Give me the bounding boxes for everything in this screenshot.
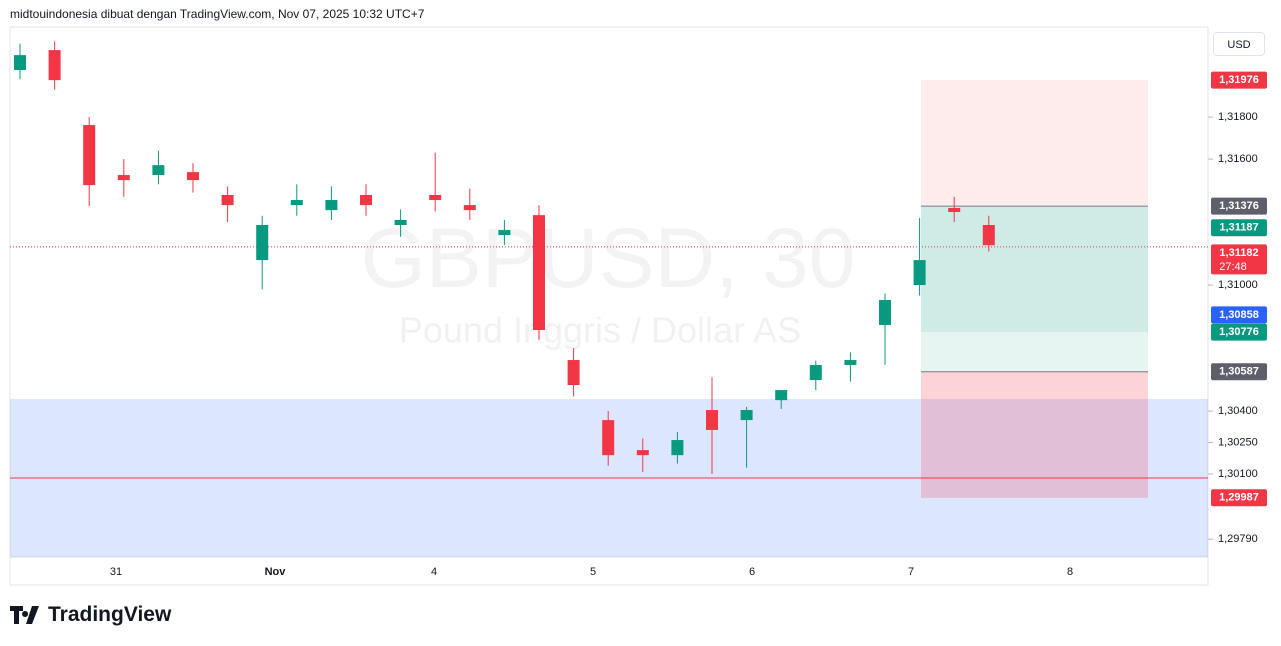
x-tick-label: 4 [431, 566, 437, 578]
plot-frame [9, 26, 1209, 586]
price-tag [1211, 306, 1267, 324]
candle-body [844, 360, 857, 366]
candle-body [879, 299, 891, 325]
y-tick-label: 1,30100 [1218, 468, 1258, 480]
countdown: 27:48 [1219, 261, 1247, 273]
currency-button[interactable]: USD [1213, 32, 1265, 56]
candle-body [429, 194, 442, 201]
candle-body [187, 172, 199, 181]
candle-body [463, 205, 476, 211]
position-zone [921, 206, 1148, 333]
logo-icon [10, 606, 39, 624]
candle-body [221, 194, 234, 206]
candle-body [636, 450, 649, 456]
candle-body [83, 125, 96, 186]
x-tick-label: 6 [749, 566, 755, 578]
y-tick-label: 1,30250 [1218, 436, 1258, 448]
header: midtouindonesia dibuat dengan TradingVie… [10, 7, 425, 21]
x-tick-label: Nov [265, 566, 287, 578]
price-tag-label: 1,31187 [1219, 222, 1258, 234]
x-tick-label: 31 [110, 566, 122, 578]
price-tag-label: 1,31182 [1219, 247, 1258, 259]
candle-body [948, 208, 961, 212]
candle-body [706, 410, 718, 430]
price-tag-label: 1,30776 [1219, 326, 1259, 338]
candle-body [775, 390, 788, 401]
candle-body [740, 410, 753, 421]
y-tick-label: 1,31600 [1218, 153, 1258, 165]
candle-body [602, 420, 615, 456]
price-tag [1211, 197, 1267, 215]
y-tick-label: 1,30400 [1218, 405, 1258, 417]
candle-body [671, 440, 684, 456]
watermark-symbol: GBPUSD, 30 [361, 211, 856, 305]
position-zone [921, 332, 1148, 372]
candle-body [48, 50, 61, 81]
candle-body [117, 175, 130, 181]
y-tick-label: 1,31000 [1218, 279, 1258, 291]
candle-body [14, 55, 26, 71]
candle-body [567, 360, 580, 386]
price-tag [1211, 489, 1267, 507]
position-zone [921, 80, 1148, 207]
x-tick-label: 5 [590, 566, 596, 578]
price-tag-label: 1,31376 [1219, 200, 1259, 212]
y-tick-label: 1,31800 [1218, 111, 1258, 123]
price-tag-label: 1,30858 [1219, 309, 1259, 321]
y-tick-label: 1,29790 [1218, 533, 1258, 545]
candle-body [913, 260, 926, 286]
price-tag-label: 1,30587 [1219, 366, 1259, 378]
price-tag [1211, 219, 1267, 237]
candle-body [498, 230, 511, 236]
candle-body [360, 194, 372, 206]
logo-text: TradingView [48, 603, 172, 626]
price-tag-label: 1,29987 [1219, 492, 1259, 504]
price-tag [1211, 244, 1267, 275]
x-tick-label: 7 [908, 566, 914, 578]
x-tick-label: 8 [1067, 566, 1073, 578]
candle-body [325, 200, 338, 211]
candle-body [809, 365, 822, 380]
candle-body [982, 225, 995, 246]
price-tag [1211, 71, 1267, 89]
candle-body [256, 225, 269, 261]
position-zone [921, 371, 1148, 498]
candle-body [290, 200, 303, 206]
watermark-description: Pound Inggris / Dollar AS [399, 310, 801, 351]
price-tag-label: 1,31976 [1219, 74, 1259, 86]
candle-body [533, 215, 545, 331]
price-tag [1211, 323, 1267, 341]
candle-body [394, 219, 407, 226]
candle-body [152, 165, 165, 176]
price-tag [1211, 363, 1267, 381]
logo: TradingView [10, 603, 171, 627]
